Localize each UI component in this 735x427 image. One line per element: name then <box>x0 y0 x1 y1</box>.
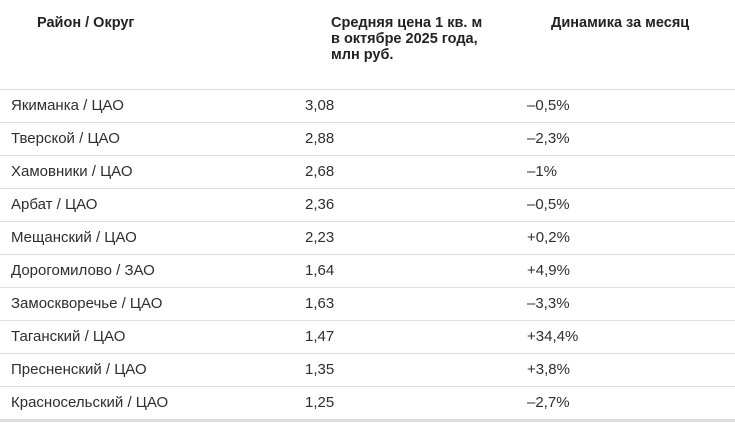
change-cell: +4,9% <box>527 262 570 279</box>
price-cell: 1,35 <box>305 361 335 378</box>
header-monthly-change: Динамика за месяц <box>551 15 690 31</box>
header-avg-price: Средняя цена 1 кв. м в октябре 2025 года… <box>331 15 483 63</box>
change-cell: +3,8% <box>527 361 570 378</box>
district-cell: Мещанский / ЦАО <box>11 229 137 246</box>
price-cell: 2,68 <box>305 163 335 180</box>
table-row: Красносельский / ЦАО 1,25 –2,7% <box>0 387 735 422</box>
district-cell: Хамовники / ЦАО <box>11 163 133 180</box>
change-cell: –0,5% <box>527 97 570 114</box>
change-cell: –2,3% <box>527 130 570 147</box>
price-cell: 3,08 <box>305 97 335 114</box>
price-cell: 1,64 <box>305 262 335 279</box>
change-cell: +34,4% <box>527 328 579 345</box>
change-cell: +0,2% <box>527 229 570 246</box>
table-row: Арбат / ЦАО 2,36 –0,5% <box>0 189 735 222</box>
header-district: Район / Округ <box>37 15 135 31</box>
table-row: Хамовники / ЦАО 2,68 –1% <box>0 156 735 189</box>
district-cell: Замоскворечье / ЦАО <box>11 295 163 312</box>
district-cell: Тверской / ЦАО <box>11 130 120 147</box>
price-cell: 1,63 <box>305 295 335 312</box>
table-row: Пресненский / ЦАО 1,35 +3,8% <box>0 354 735 387</box>
table-row: Мещанский / ЦАО 2,23 +0,2% <box>0 222 735 255</box>
price-cell: 1,25 <box>305 394 335 411</box>
district-cell: Арбат / ЦАО <box>11 196 98 213</box>
district-cell: Таганский / ЦАО <box>11 328 126 345</box>
change-cell: –1% <box>527 163 558 180</box>
district-cell: Пресненский / ЦАО <box>11 361 147 378</box>
table-row: Замоскворечье / ЦАО 1,63 –3,3% <box>0 288 735 321</box>
table-row: Дорогомилово / ЗАО 1,64 +4,9% <box>0 255 735 288</box>
district-cell: Якиманка / ЦАО <box>11 97 124 114</box>
table-header: Район / Округ Средняя цена 1 кв. м в окт… <box>0 0 735 90</box>
change-cell: –3,3% <box>527 295 570 312</box>
change-cell: –0,5% <box>527 196 570 213</box>
table-row: Тверской / ЦАО 2,88 –2,3% <box>0 123 735 156</box>
price-cell: 2,23 <box>305 229 335 246</box>
district-cell: Красносельский / ЦАО <box>11 394 169 411</box>
change-cell: –2,7% <box>527 394 570 411</box>
table-row: Таганский / ЦАО 1,47 +34,4% <box>0 321 735 354</box>
price-cell: 1,47 <box>305 328 335 345</box>
price-cell: 2,88 <box>305 130 335 147</box>
district-cell: Дорогомилово / ЗАО <box>11 262 155 279</box>
table-row: Якиманка / ЦАО 3,08 –0,5% <box>0 90 735 123</box>
price-cell: 2,36 <box>305 196 335 213</box>
